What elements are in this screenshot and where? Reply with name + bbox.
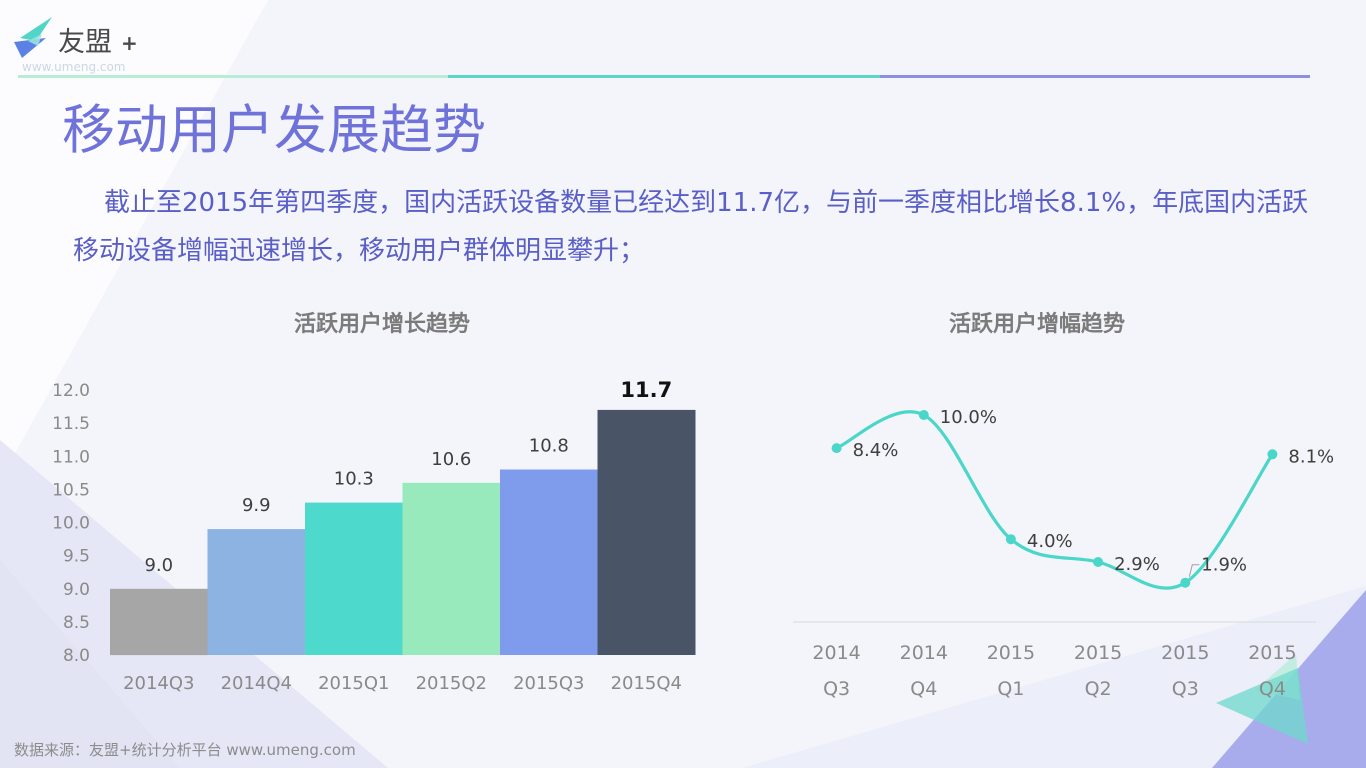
data-point xyxy=(1267,449,1278,460)
bar-2015q4 xyxy=(597,409,696,655)
bar-2015q1 xyxy=(305,502,403,655)
active-user-growth-bar-chart: 8.0 8.5 9.0 9.5 10.0 10.5 11.0 11.5 12.0 9.0 2014Q… xyxy=(52,378,696,694)
point-value-label: 8.1% xyxy=(1288,446,1334,467)
logo-url: www.umeng.com xyxy=(22,60,126,74)
data-point xyxy=(918,410,929,420)
bar-2014q4 xyxy=(207,529,306,655)
y-tick-label: 8.0 xyxy=(63,646,90,666)
x-tick-label: 2015Q1 xyxy=(318,673,389,694)
header-divider xyxy=(18,75,1310,78)
summary-paragraph: 截止至2015年第四季度，国内活跃设备数量已经达到11.7亿，与前一季度相比增长… xyxy=(73,179,1308,275)
bg-bottom-left-inner-triangle xyxy=(0,560,180,768)
data-point xyxy=(1180,577,1191,588)
bar-value-label: 9.9 xyxy=(242,495,271,516)
x-tick-year-label: 2015 xyxy=(1161,642,1209,664)
bar-value-label: 10.8 xyxy=(529,436,569,457)
data-point xyxy=(1093,557,1104,567)
x-tick-label: 2014Q3 xyxy=(123,673,194,694)
x-tick-year-label: 2015 xyxy=(1248,642,1296,664)
y-tick-label: 11.0 xyxy=(52,447,90,467)
logo-teal-wing xyxy=(20,17,52,41)
x-tick-year-label: 2015 xyxy=(987,642,1035,664)
point-value-label: 4.0% xyxy=(1027,531,1073,552)
x-tick-label: 2015Q4 xyxy=(611,673,682,694)
bar-value-label: 10.3 xyxy=(334,469,374,490)
point-value-label: 1.9% xyxy=(1201,555,1247,576)
y-tick-label: 11.5 xyxy=(52,414,90,434)
data-point xyxy=(831,443,842,454)
y-tick-label: 9.0 xyxy=(63,580,90,600)
bg-top-left-light-triangle xyxy=(0,0,268,480)
x-tick-year-label: 2014 xyxy=(900,642,948,664)
x-tick-quarter-label: Q3 xyxy=(1172,678,1199,700)
y-tick-label: 9.5 xyxy=(63,547,90,567)
x-tick-quarter-label: Q1 xyxy=(997,678,1024,700)
active-user-rate-line-chart: 8.4% 2014 Q3 10.0% 2014 Q4 4.0% 2015 Q1 2.9% 2015 Q… xyxy=(793,407,1334,700)
x-tick-label: 2015Q2 xyxy=(416,673,487,694)
page-title: 移动用户发展趋势 xyxy=(62,100,486,161)
x-tick-quarter-label: Q4 xyxy=(910,678,937,700)
bird-logo-icon xyxy=(14,17,52,58)
growth-chart-title: 活跃用户增长趋势 xyxy=(293,312,470,337)
data-point xyxy=(1005,534,1016,545)
logo-name: 友盟 xyxy=(58,27,112,58)
x-tick-year-label: 2014 xyxy=(812,642,860,664)
bar-value-label: 10.6 xyxy=(431,449,471,470)
summary-line-2: 移动设备增幅迅速增长，移动用户群体明显攀升； xyxy=(73,236,646,266)
y-tick-label: 10.5 xyxy=(52,480,90,500)
source-footnote: 数据来源：友盟+统计分析平台 www.umeng.com xyxy=(14,741,356,759)
point-value-label: 8.4% xyxy=(853,440,899,461)
summary-line-1: 截止至2015年第四季度，国内活跃设备数量已经达到11.7亿，与前一季度相比增长… xyxy=(104,188,1309,218)
rate-chart-title: 活跃用户增幅趋势 xyxy=(948,312,1125,337)
point-value-label: 2.9% xyxy=(1114,554,1160,575)
x-tick-label: 2015Q3 xyxy=(513,673,584,694)
x-tick-year-label: 2015 xyxy=(1074,642,1122,664)
y-tick-label: 12.0 xyxy=(52,381,90,401)
logo-light-wing xyxy=(28,34,42,46)
bar-value-label: 9.0 xyxy=(144,555,173,576)
y-tick-label: 8.5 xyxy=(63,613,90,633)
label-leader-line xyxy=(1188,564,1200,577)
bar-2015q3 xyxy=(500,469,598,655)
bar-2014q3 xyxy=(110,588,208,656)
x-tick-quarter-label: Q3 xyxy=(823,678,850,700)
y-tick-label: 10.0 xyxy=(52,514,90,534)
series-line xyxy=(835,410,1274,590)
x-tick-quarter-label: Q2 xyxy=(1085,678,1112,700)
bar-value-label: 11.7 xyxy=(620,378,672,402)
bg-bottom-right-light-triangle xyxy=(742,586,1366,768)
x-tick-label: 2014Q4 xyxy=(221,673,292,694)
logo-plus: + xyxy=(121,31,138,55)
point-value-label: 10.0% xyxy=(940,407,997,428)
bar-2015q2 xyxy=(402,482,501,655)
x-tick-quarter-label: Q4 xyxy=(1259,678,1286,700)
bg-bottom-right-teal-triangle xyxy=(1216,668,1308,744)
